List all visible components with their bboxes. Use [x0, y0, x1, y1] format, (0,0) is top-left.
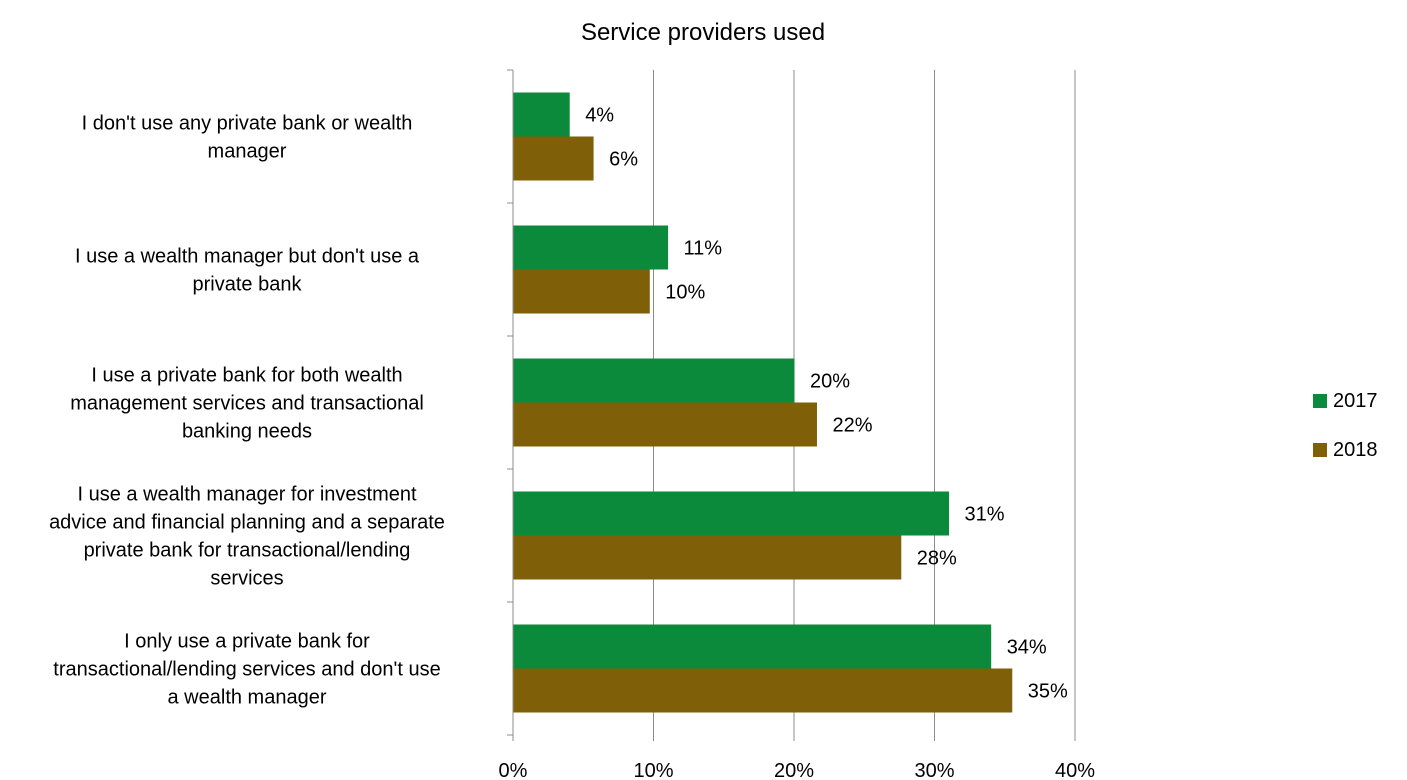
data-label-2018: 6%: [609, 149, 638, 171]
bar-2017: [513, 92, 570, 137]
bar-2018: [513, 402, 817, 447]
data-label-2017: 31%: [965, 504, 1005, 526]
legend-swatch-2018: [1313, 443, 1327, 457]
legend-label-2018: 2018: [1333, 439, 1378, 461]
data-label-2017: 20%: [810, 371, 850, 393]
chart-title: Service providers used: [581, 19, 825, 46]
bar-2017: [513, 624, 992, 669]
x-tick-label: 0%: [499, 760, 528, 780]
data-label-2017: 34%: [1007, 637, 1047, 659]
bar-2017: [513, 491, 950, 536]
data-label-2018: 28%: [917, 548, 957, 570]
category-label: I use a wealth manager but don't use a pr…: [75, 246, 420, 296]
x-tick-label: 10%: [633, 760, 673, 780]
bar-2017: [513, 225, 669, 270]
data-label-2018: 35%: [1028, 681, 1068, 703]
category-label: I don't use any private bank or wealth ma…: [82, 113, 413, 163]
bar-2017: [513, 358, 795, 403]
bar-2018: [513, 535, 902, 580]
data-label-2017: 11%: [684, 238, 723, 260]
legend: 2017 2018: [1313, 390, 1378, 461]
category-label: I only use a private bank for transaction…: [53, 631, 440, 709]
bar-2018: [513, 668, 1013, 713]
data-label-2018: 10%: [665, 282, 705, 304]
x-tick-label: 40%: [1055, 760, 1095, 780]
category-label: I use a private bank for both wealth mana…: [70, 365, 424, 443]
legend-swatch-2017: [1313, 394, 1327, 408]
category-label: I use a wealth manager for investment adv…: [49, 484, 445, 590]
axes: 0% 10% 20% 30% 40% I don't use any private ba…: [49, 69, 1095, 780]
legend-label-2017: 2017: [1333, 390, 1378, 412]
bar-2018: [513, 269, 650, 314]
x-tick-label: 30%: [914, 760, 954, 780]
data-label-2018: 22%: [832, 415, 872, 437]
data-labels: 4% 6% 11% 10% 20% 22% 31% 28% 34% 35%: [585, 105, 1068, 703]
x-tick-label: 20%: [774, 760, 814, 780]
bars: [513, 92, 1013, 713]
bar-2018: [513, 136, 594, 181]
data-label-2017: 4%: [585, 105, 614, 127]
